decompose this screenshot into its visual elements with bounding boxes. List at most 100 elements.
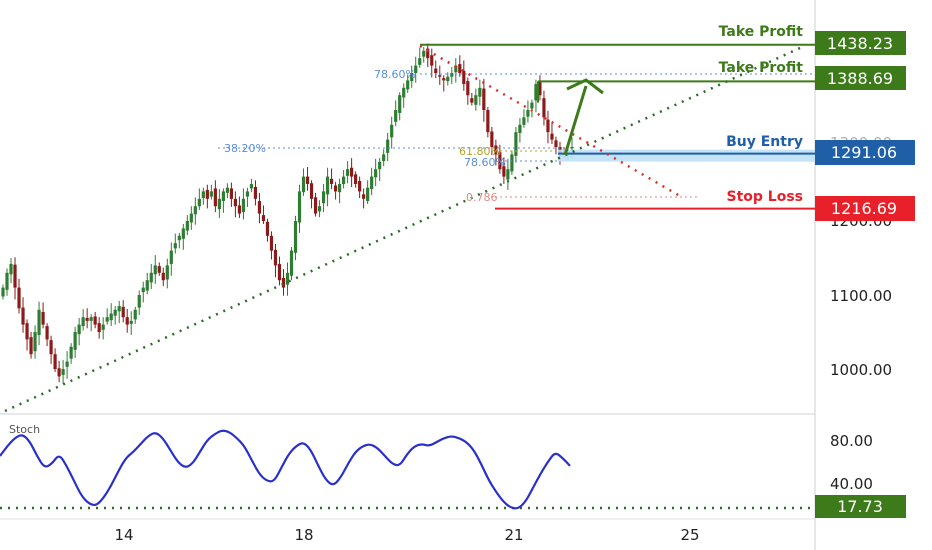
candle-body [49,340,53,355]
candle-body [173,243,177,249]
candle-body [490,131,494,147]
candle-body [570,147,574,149]
candle-body [209,191,213,197]
candle-body [217,198,221,210]
candle-body [386,139,390,153]
candle-body [33,332,37,352]
candle-body [390,124,394,138]
candle-body [53,354,57,369]
candle-body [9,263,13,275]
candle-body [185,221,189,231]
candle-body [133,309,137,320]
candle-body [350,167,354,177]
candle-body [37,309,41,335]
candle-body [301,176,306,193]
candles-layer [1,43,574,384]
candle-body [486,110,490,133]
candle-body [113,309,117,316]
candle-body [189,213,193,223]
candle-body [526,110,530,117]
arrow-head [566,78,604,95]
candle-body [418,58,422,65]
candle-body [422,50,426,57]
candle-body [89,317,93,321]
candle-body [285,272,290,285]
tp2-price-tag [815,66,906,90]
candle-body [317,206,322,212]
candle-body [554,140,558,147]
candle-body [458,64,462,73]
candle-body [21,307,25,325]
candle-body [325,176,330,195]
candle-body [362,194,366,199]
candle-body [29,337,33,355]
candle-body [470,98,474,103]
candle-body [129,320,133,324]
y-tick-label: 1000.00 [830,361,892,379]
candle-body [530,102,534,109]
fib-label-6180: 61.80% [459,145,501,158]
candle-body [446,76,450,82]
buy-entry-label: Buy Entry [726,134,803,150]
candle-body [305,176,310,184]
x-tick-label: 14 [114,526,133,544]
stoch-line [0,429,571,510]
candle-body [13,264,17,288]
candle-body [109,313,113,321]
fib-label-0786: 0.786 [466,191,498,204]
x-tick-label: 25 [680,526,699,544]
candle-body [398,95,402,113]
candle-body [97,323,101,332]
candle-body [117,306,121,312]
candle-body [466,81,470,96]
candle-body [474,95,478,105]
candle-body [538,81,542,96]
candle-body [225,187,229,193]
candle-body [249,184,254,189]
candle-body [309,183,314,199]
candle-body [41,312,45,325]
candle-body [221,191,225,202]
candle-body [141,287,145,293]
candle-body [337,184,342,193]
candle-body [253,186,258,199]
candle-body [65,361,69,367]
candle-body [93,316,97,325]
candle-body [382,154,386,162]
x-tick-label: 21 [504,526,523,544]
stoch-title: Stoch [9,423,40,436]
candle-body [414,65,418,73]
candle-body [341,176,346,184]
candle-body [442,78,446,81]
candle-body [125,317,129,325]
candle-body [522,117,526,125]
candle-body [289,250,294,276]
candle-body [81,317,85,327]
tp1-price-tag [815,31,906,55]
candle-body [101,324,105,330]
candle-body [293,221,298,253]
candle-body [550,133,554,140]
candle-body [5,272,9,290]
candle-body [269,235,274,251]
sl-price-tag [815,196,915,221]
candle-body [77,324,81,335]
candle-body [542,98,546,118]
candle-body [406,80,410,90]
candle-body [462,70,466,85]
stoch-layer [0,429,815,510]
candle-body [482,88,486,110]
take-profit-label-2: Take Profit [719,60,804,76]
tp2-price-text: 1388.69 [827,69,893,88]
candle-body [514,132,518,156]
candle-body [201,191,205,199]
candle-body [333,185,338,192]
candle-body [510,154,514,172]
candle-body [261,215,266,221]
candle-body [273,249,278,266]
entry-price-tag [815,140,915,165]
candle-body [329,178,334,184]
candle-body [410,73,414,82]
candle-body [181,228,185,239]
